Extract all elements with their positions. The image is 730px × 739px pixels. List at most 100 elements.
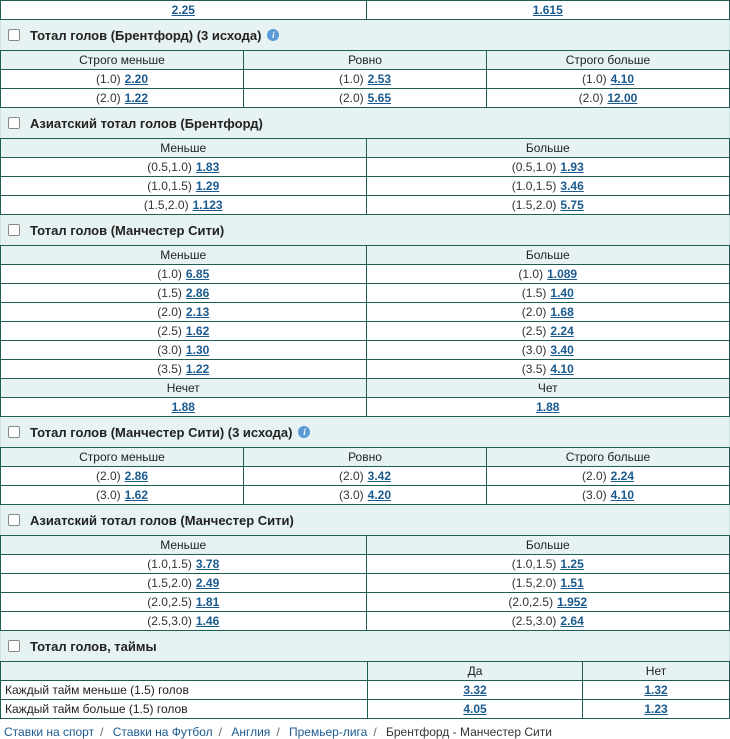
table-row: (1.0) 6.85 (1.0) 1.089: [0, 264, 730, 284]
column-header: Больше: [365, 245, 730, 265]
market-table-brentford-asian-total: Меньше Больше (0.5,1.0) 1.83 (0.5,1.0) 1.9…: [0, 138, 730, 215]
odds-link[interactable]: 5.65: [367, 91, 392, 105]
table-row: (1.0) 2.20 (1.0) 2.53 (1.0) 4.10: [0, 69, 730, 89]
odds-link[interactable]: 1.68: [550, 305, 574, 319]
odds-link[interactable]: 1.62: [124, 488, 149, 502]
odds-link[interactable]: 2.64: [560, 614, 584, 628]
column-header: Строго больше: [486, 447, 730, 467]
odds-link[interactable]: 2.86: [124, 469, 149, 483]
odds-link[interactable]: 1.46: [195, 614, 220, 628]
odds-link[interactable]: 3.32: [463, 683, 487, 697]
market-title: Тотал голов (Брентфорд) (3 исхода): [30, 27, 262, 43]
handicap: (2.5): [521, 324, 547, 338]
odds-link[interactable]: 1.22: [124, 91, 149, 105]
market-header-city-asian-total: Азиатский тотал голов (Манчестер Сити): [0, 505, 730, 535]
odds-link[interactable]: 1.93: [560, 160, 584, 174]
table-row: (1.0,1.5) 1.29 (1.0,1.5) 3.46: [0, 176, 730, 196]
odds-link[interactable]: 4.10: [610, 72, 635, 86]
top-odds-row: 2.25 1.615: [0, 0, 730, 20]
column-header: Ровно: [243, 50, 487, 70]
odds-link[interactable]: 1.30: [185, 343, 210, 357]
table-row: Каждый тайм меньше (1.5) голов 3.32 1.32: [0, 680, 730, 700]
table-row: (1.5,2.0) 2.49 (1.5,2.0) 1.51: [0, 573, 730, 593]
odds-link[interactable]: 3.42: [367, 469, 392, 483]
column-header: Меньше: [0, 535, 367, 555]
market-checkbox[interactable]: [8, 117, 20, 129]
market-title: Азиатский тотал голов (Брентфорд): [30, 115, 263, 131]
market-checkbox[interactable]: [8, 426, 20, 438]
odds-link[interactable]: 3.78: [195, 557, 220, 571]
table-row: (3.0) 1.62 (3.0) 4.20 (3.0) 4.10: [0, 485, 730, 505]
odds-link[interactable]: 1.25: [560, 557, 584, 571]
odds-link[interactable]: 3.46: [560, 179, 584, 193]
handicap: (1.0,1.5): [147, 557, 192, 571]
odds-link[interactable]: 1.089: [547, 267, 578, 281]
info-icon[interactable]: i: [298, 426, 311, 438]
market-table-total-halves: Да Нет Каждый тайм меньше (1.5) голов 3.…: [0, 661, 730, 719]
odds-link[interactable]: 1.62: [185, 324, 210, 338]
odds-link[interactable]: 1.952: [557, 595, 588, 609]
breadcrumb-link[interactable]: Ставки на Футбол: [112, 725, 213, 739]
info-icon[interactable]: i: [267, 29, 280, 41]
handicap: (1.0,1.5): [511, 179, 557, 193]
odds-link[interactable]: 2.24: [610, 469, 635, 483]
odds-link[interactable]: 1.51: [560, 576, 584, 590]
odds-link[interactable]: 1.23: [644, 702, 668, 716]
market-checkbox[interactable]: [8, 29, 20, 41]
market-title: Тотал голов (Манчестер Сити): [30, 222, 225, 238]
table-row: (2.5,3.0) 1.46 (2.5,3.0) 2.64: [0, 611, 730, 631]
table-row: 1.88 1.88: [0, 397, 730, 417]
market-checkbox[interactable]: [8, 224, 20, 236]
odds-link[interactable]: 3.40: [550, 343, 574, 357]
handicap: (2.0): [578, 91, 604, 105]
odds-link[interactable]: 4.10: [550, 362, 574, 376]
odds-link[interactable]: 4.05: [463, 702, 487, 716]
odds-link[interactable]: 6.85: [185, 267, 210, 281]
table-row: (3.0) 1.30 (3.0) 3.40: [0, 340, 730, 360]
odds-link[interactable]: 2.20: [124, 72, 149, 86]
odds-link[interactable]: 1.32: [644, 683, 668, 697]
market-table-city-total-3way: Строго меньше Ровно Строго больше (2.0) 2…: [0, 447, 730, 505]
breadcrumb-link[interactable]: Премьер-лига: [289, 725, 368, 739]
odds-link[interactable]: 1.88: [171, 400, 195, 414]
breadcrumb-link[interactable]: Ставки на спорт: [4, 725, 95, 739]
column-header: Строго больше: [486, 50, 730, 70]
odds-link[interactable]: 1.40: [550, 286, 574, 300]
handicap: (1.0): [518, 267, 544, 281]
market-table-city-asian-total: Меньше Больше (1.0,1.5) 3.78 (1.0,1.5) 1.2…: [0, 535, 730, 631]
odds-link[interactable]: 4.10: [610, 488, 635, 502]
table-row: (1.0,1.5) 3.78 (1.0,1.5) 1.25: [0, 554, 730, 574]
market-checkbox[interactable]: [8, 640, 20, 652]
column-header: Нечет: [0, 378, 367, 398]
handicap: (1.5,2.0): [511, 198, 557, 212]
row-label: Каждый тайм больше (1.5) голов: [0, 699, 368, 719]
table-row: Каждый тайм больше (1.5) голов 4.05 1.23: [0, 699, 730, 719]
odds-link[interactable]: 1.83: [195, 160, 220, 174]
breadcrumb-link[interactable]: Англия: [231, 725, 271, 739]
column-header: Меньше: [0, 138, 367, 158]
odds-link[interactable]: 5.75: [560, 198, 584, 212]
odds-link[interactable]: 2.25: [171, 3, 195, 17]
odds-link[interactable]: 12.00: [607, 91, 638, 105]
handicap: (2.5): [157, 324, 182, 338]
odds-link[interactable]: 2.13: [185, 305, 210, 319]
column-header: Ровно: [243, 447, 487, 467]
odds-link[interactable]: 2.53: [367, 72, 392, 86]
column-header: Чет: [365, 378, 730, 398]
odds-link[interactable]: 1.81: [195, 595, 220, 609]
odds-link[interactable]: 1.615: [532, 3, 563, 17]
odds-link[interactable]: 4.20: [367, 488, 392, 502]
odds-link[interactable]: 2.86: [185, 286, 210, 300]
odds-link[interactable]: 2.24: [550, 324, 574, 338]
handicap: (2.0): [581, 469, 607, 483]
market-checkbox[interactable]: [8, 514, 20, 526]
handicap: (2.0): [95, 469, 121, 483]
column-header: Меньше: [0, 245, 367, 265]
odds-link[interactable]: 1.88: [536, 400, 560, 414]
odds-link[interactable]: 1.22: [185, 362, 210, 376]
odds-link[interactable]: 1.123: [192, 198, 223, 212]
handicap: (3.0): [338, 488, 364, 502]
handicap: (2.0,2.5): [147, 595, 192, 609]
odds-link[interactable]: 2.49: [195, 576, 220, 590]
odds-link[interactable]: 1.29: [195, 179, 220, 193]
